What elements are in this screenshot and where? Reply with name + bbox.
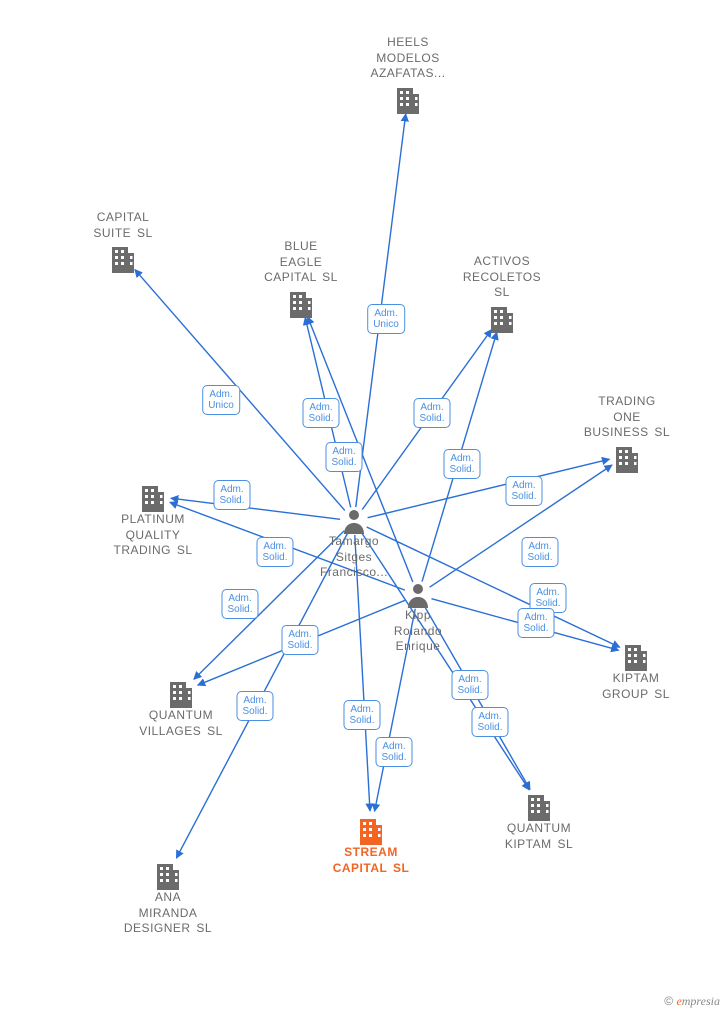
edge-label-k-platinum: Adm. Solid.: [256, 537, 293, 567]
edge-label-t-heels: Adm. Unico: [367, 304, 405, 334]
edge-label-t-quantumv: Adm. Solid.: [221, 589, 258, 619]
edge-label-k-quantumv: Adm. Solid.: [281, 625, 318, 655]
node-tamargo[interactable]: TamargoSitgesFrancisco...: [299, 508, 409, 581]
edge-label-k-trading: Adm. Solid.: [521, 537, 558, 567]
brand-rest: mpresia: [682, 994, 720, 1008]
node-capital[interactable]: CAPITALSUITE SL: [73, 210, 173, 273]
node-stream[interactable]: STREAMCAPITAL SL: [321, 813, 421, 876]
edge-label-k-quantumk: Adm. Solid.: [471, 707, 508, 737]
node-activos[interactable]: ACTIVOSRECOLETOSSL: [452, 254, 552, 333]
edge-label-t-stream: Adm. Solid.: [343, 700, 380, 730]
edge-label-t-ana: Adm. Solid.: [236, 691, 273, 721]
node-label-activos: ACTIVOSRECOLETOSSL: [452, 254, 552, 301]
node-label-quantumk: QUANTUMKIPTAM SL: [489, 821, 589, 852]
node-label-capital: CAPITALSUITE SL: [73, 210, 173, 241]
edge-label-t-blue: Adm. Solid.: [302, 398, 339, 428]
edge-label-t-quantumk: Adm. Solid.: [451, 670, 488, 700]
node-label-trading: TRADINGONEBUSINESS SL: [577, 394, 677, 441]
node-label-blue: BLUEEAGLECAPITAL SL: [251, 239, 351, 286]
node-ana[interactable]: ANAMIRANDADESIGNER SL: [118, 858, 218, 937]
node-label-ana: ANAMIRANDADESIGNER SL: [118, 890, 218, 937]
node-label-kiptam: KIPTAMGROUP SL: [586, 671, 686, 702]
node-label-stream: STREAMCAPITAL SL: [321, 845, 421, 876]
edge-label-k-stream: Adm. Solid.: [375, 737, 412, 767]
edge-label-t-platinum: Adm. Solid.: [213, 480, 250, 510]
edge-label-t-capital: Adm. Unico: [202, 385, 240, 415]
edge-label-k-blue: Adm. Solid.: [325, 442, 362, 472]
node-label-platinum: PLATINUMQUALITYTRADING SL: [103, 512, 203, 559]
edge-label-k-activos: Adm. Solid.: [443, 449, 480, 479]
node-kiptam[interactable]: KIPTAMGROUP SL: [586, 639, 686, 702]
node-label-heels: HEELSMODELOSAZAFATAS...: [358, 35, 458, 82]
copyright-symbol: ©: [664, 994, 673, 1008]
node-platinum[interactable]: PLATINUMQUALITYTRADING SL: [103, 480, 203, 559]
node-heels[interactable]: HEELSMODELOSAZAFATAS...: [358, 35, 458, 114]
node-quantumv[interactable]: QUANTUMVILLAGES SL: [131, 676, 231, 739]
node-trading[interactable]: TRADINGONEBUSINESS SL: [577, 394, 677, 473]
node-label-tamargo: TamargoSitgesFrancisco...: [299, 534, 409, 581]
edge-label-t-activos: Adm. Solid.: [413, 398, 450, 428]
node-kipp[interactable]: KippRolandoEnrique: [363, 582, 473, 655]
node-label-quantumv: QUANTUMVILLAGES SL: [131, 708, 231, 739]
node-label-kipp: KippRolandoEnrique: [363, 608, 473, 655]
edge-label-k-kiptam: Adm. Solid.: [517, 608, 554, 638]
node-blue[interactable]: BLUEEAGLECAPITAL SL: [251, 239, 351, 318]
edge-label-t-trading: Adm. Solid.: [505, 476, 542, 506]
copyright: © empresia: [664, 994, 720, 1009]
node-quantumk[interactable]: QUANTUMKIPTAM SL: [489, 789, 589, 852]
network-canvas: HEELSMODELOSAZAFATAS... CAPITALSUITE SL …: [0, 0, 728, 1015]
